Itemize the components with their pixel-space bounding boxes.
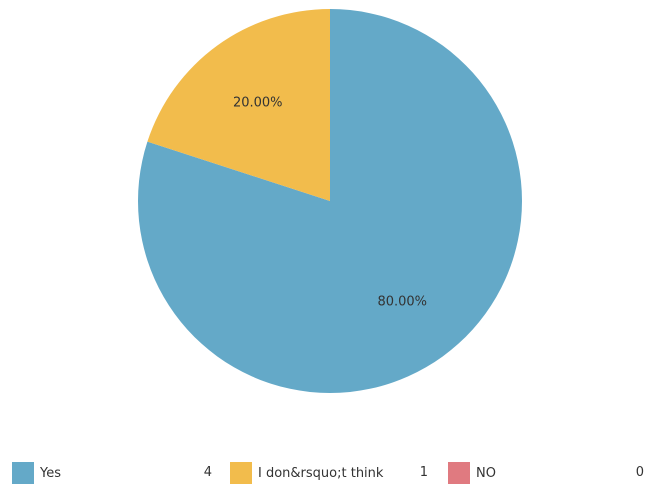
legend-value-yes: 4 [203, 465, 212, 480]
legend: Yes 4 I don&rsquo;t think 1 NO 0 [12, 461, 646, 485]
legend-item-no[interactable]: NO [448, 461, 496, 485]
legend-item-i-dont-think[interactable]: I don&rsquo;t think [230, 461, 383, 485]
legend-item-yes[interactable]: Yes [12, 461, 61, 485]
legend-label-no: NO [476, 465, 496, 481]
pie-chart: 80.00% 20.00% [138, 9, 523, 393]
legend-swatch-yes [12, 462, 34, 484]
legend-swatch-no [448, 462, 470, 484]
pie-slice-label-0: 80.00% [377, 294, 427, 309]
legend-label-i-dont-think: I don&rsquo;t think [258, 465, 384, 481]
legend-swatch-i-dont-think [230, 462, 252, 484]
pie-slice-label-1: 20.00% [233, 96, 283, 111]
legend-value-i-dont-think: 1 [419, 465, 428, 480]
pie-slice-1[interactable] [147, 9, 330, 201]
legend-label-yes: Yes [40, 465, 61, 481]
pie-chart-svg: 80.00% 20.00% [138, 9, 523, 393]
legend-value-no: 0 [635, 465, 644, 480]
